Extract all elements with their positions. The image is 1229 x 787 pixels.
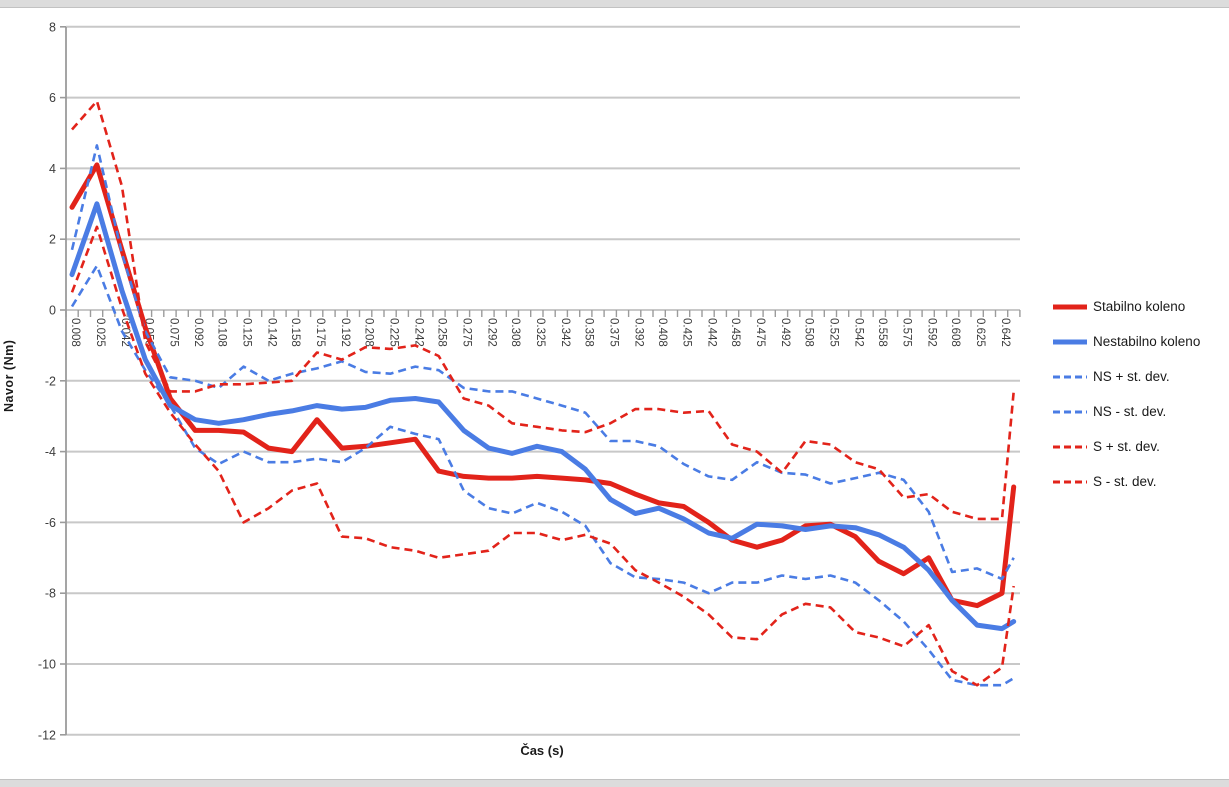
series-line-stabilno-koleno	[69, 162, 1017, 609]
solid-blue-line-swatch	[1052, 333, 1088, 351]
legend-item-stabilno[interactable]: Stabilno koleno	[1052, 289, 1229, 324]
legend-label: NS - st. dev.	[1093, 404, 1167, 419]
series-line-ns-st-dev	[70, 264, 1015, 687]
x-tick-label: 0.075	[167, 318, 179, 347]
dashed-red-line-swatch	[1052, 473, 1088, 491]
y-tick-label: -12	[38, 728, 56, 742]
legend-label: Stabilno koleno	[1093, 299, 1186, 314]
y-tick-label: -10	[38, 658, 56, 672]
y-tick-label: -8	[45, 587, 56, 601]
window-top-edge	[0, 0, 1229, 8]
series-line-s-st-dev	[71, 99, 1015, 521]
x-tick-label: 0.175	[314, 318, 326, 347]
dashed-blue-line-swatch	[1052, 403, 1088, 421]
x-tick-label: 0.442	[706, 318, 718, 347]
x-tick-label: 0.392	[632, 318, 644, 347]
x-tick-label: 0.592	[926, 318, 938, 347]
legend-label: S + st. dev.	[1093, 439, 1160, 454]
x-tick-label: 0.242	[412, 318, 424, 347]
y-tick-label: 0	[49, 304, 56, 318]
x-tick-label: 0.542	[852, 318, 864, 347]
x-tick-label: 0.625	[974, 318, 986, 347]
x-tick-label: 0.458	[729, 318, 741, 347]
x-tick-label: 0.492	[779, 318, 791, 347]
legend-label: S - st. dev.	[1093, 474, 1157, 489]
y-tick-label: 8	[49, 20, 56, 34]
x-tick-label: 0.208	[362, 318, 374, 347]
legend-item-s-minus[interactable]: S - st. dev.	[1052, 464, 1229, 499]
x-tick-label: 0.375	[607, 318, 619, 347]
y-tick-label: -2	[45, 374, 56, 388]
series-line-s-st-dev	[70, 225, 1015, 687]
x-tick-label: 0.608	[949, 318, 961, 347]
dashed-red-line-swatch	[1052, 438, 1088, 456]
series-line-nestabilno-koleno	[69, 201, 1017, 632]
x-tick-label: 0.325	[534, 318, 546, 347]
x-tick-label: 0.408	[656, 318, 668, 347]
y-axis-title: Navor (Nm)	[2, 339, 16, 412]
y-tick-label: 6	[49, 91, 56, 105]
x-tick-label: 0.142	[266, 318, 278, 347]
legend-item-s-plus[interactable]: S + st. dev.	[1052, 429, 1229, 464]
x-tick-label: 0.642	[999, 318, 1011, 347]
x-tick-label: 0.475	[754, 318, 766, 347]
x-tick-label: 0.008	[69, 318, 81, 347]
x-tick-label: 0.025	[94, 318, 106, 347]
x-tick-label: 0.225	[387, 318, 399, 347]
x-tick-label: 0.258	[436, 318, 448, 347]
legend-item-ns-plus[interactable]: NS + st. dev.	[1052, 359, 1229, 394]
x-tick-label: 0.192	[339, 318, 351, 347]
legend-label: Nestabilno koleno	[1093, 334, 1201, 349]
x-tick-label: 0.308	[509, 318, 521, 347]
legend-item-nestabilno[interactable]: Nestabilno koleno	[1052, 324, 1229, 359]
x-tick-label: 0.425	[681, 318, 693, 347]
x-tick-label: 0.558	[876, 318, 888, 347]
legend-item-ns-minus[interactable]: NS - st. dev.	[1052, 394, 1229, 429]
y-tick-label: 4	[49, 162, 56, 176]
dashed-blue-line-swatch	[1052, 368, 1088, 386]
x-tick-label: 0.042	[119, 318, 131, 347]
x-tick-label: 0.125	[241, 318, 253, 347]
legend-label: NS + st. dev.	[1093, 369, 1170, 384]
x-axis-title: Čas (s)	[520, 743, 564, 758]
x-tick-label: 0.292	[486, 318, 498, 347]
chart-legend: Stabilno koleno Nestabilno koleno NS + s…	[1052, 289, 1229, 499]
x-tick-label: 0.092	[192, 318, 204, 347]
x-tick-label: 0.525	[827, 318, 839, 347]
solid-red-line-swatch	[1052, 298, 1088, 316]
x-tick-label: 0.108	[216, 318, 228, 347]
y-tick-label: 2	[49, 233, 56, 247]
y-tick-label: -6	[45, 516, 56, 530]
x-tick-label: 0.575	[901, 318, 913, 347]
x-tick-label: 0.358	[582, 318, 594, 347]
y-tick-label: -4	[45, 445, 56, 459]
series-line-ns-st-dev	[70, 144, 1015, 581]
x-tick-label: 0.342	[559, 318, 571, 347]
x-tick-label: 0.508	[803, 318, 815, 347]
x-tick-label: 0.158	[289, 318, 301, 347]
window-bottom-edge	[0, 779, 1229, 787]
x-tick-label: 0.275	[461, 318, 473, 347]
